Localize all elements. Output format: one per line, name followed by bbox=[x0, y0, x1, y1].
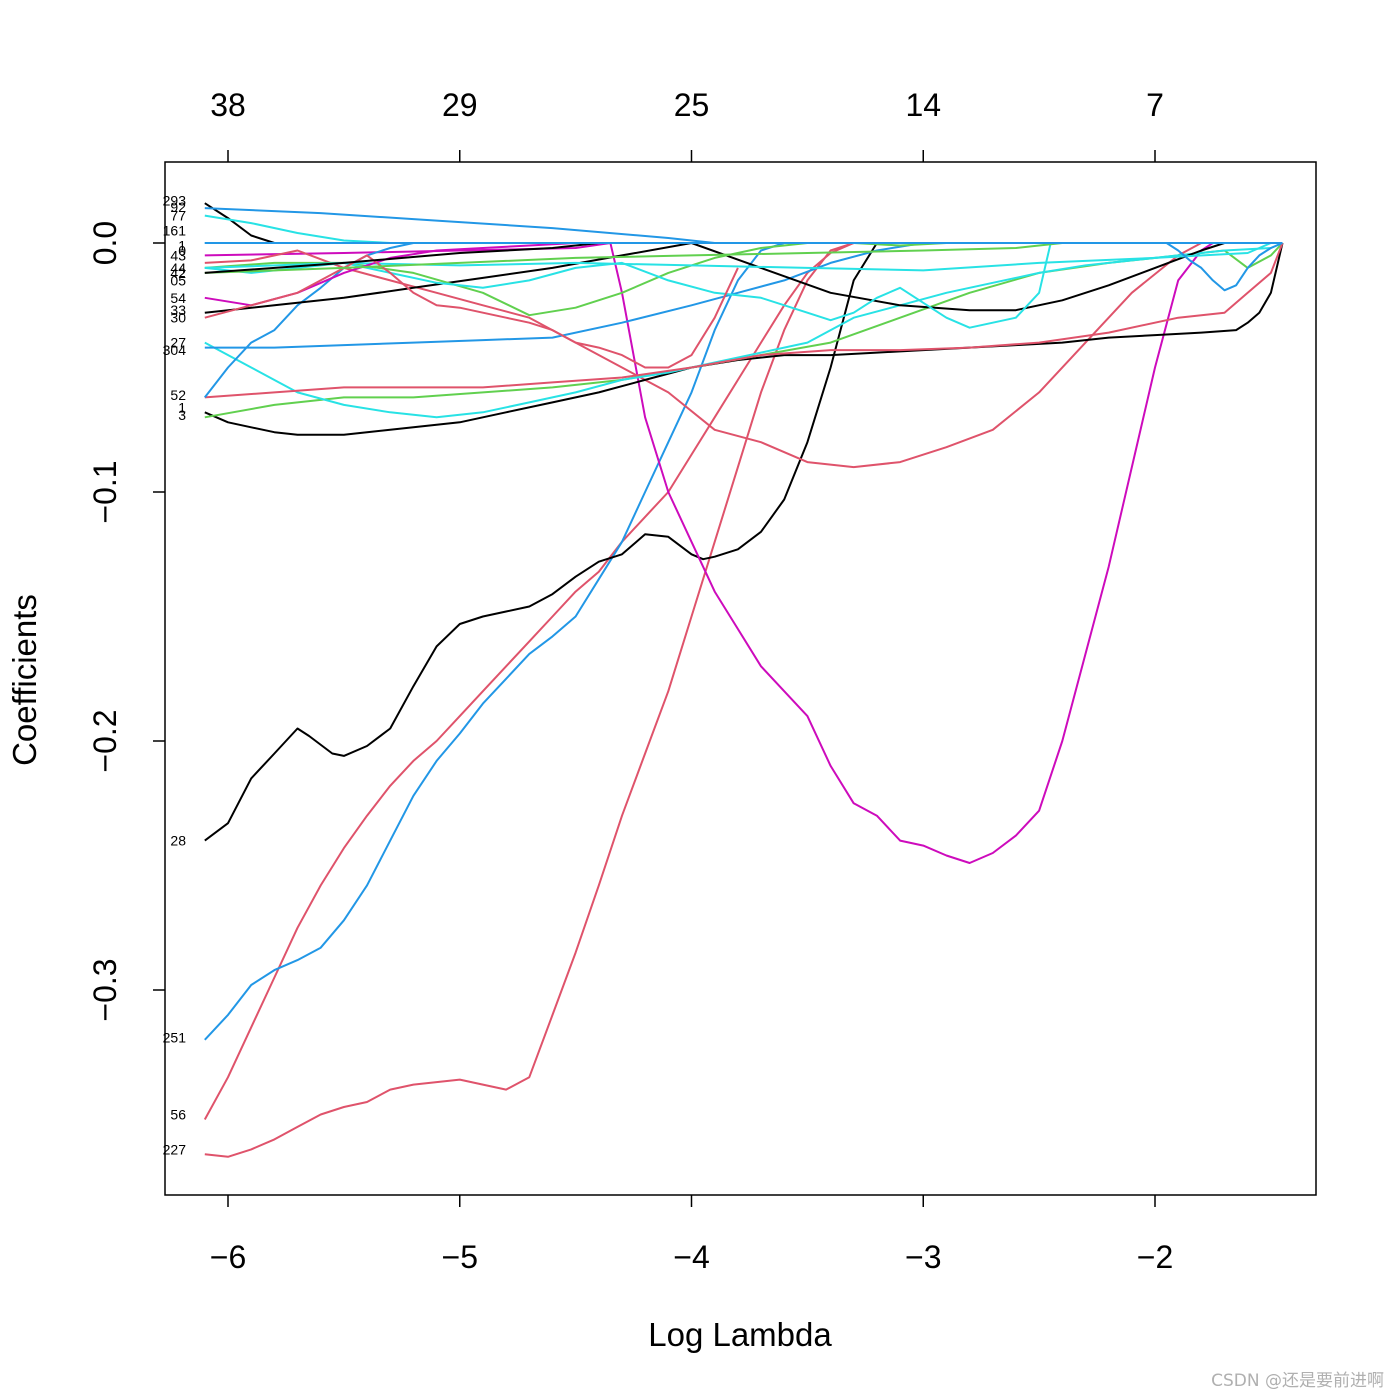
end-label: 33 bbox=[170, 302, 186, 318]
series-line-cyan-low bbox=[204, 242, 1283, 419]
series-line-black-bottom bbox=[204, 242, 1284, 436]
series-line-blue-rise bbox=[204, 242, 414, 399]
y-tick-label: −0.3 bbox=[87, 958, 123, 1021]
end-label: 05 bbox=[170, 272, 186, 288]
series-line-red-deep bbox=[204, 242, 1202, 469]
y-tick-label: 0.0 bbox=[87, 221, 123, 265]
series-line-green-flat bbox=[204, 242, 1063, 274]
end-label: 77 bbox=[170, 208, 186, 224]
x-tick-label: −5 bbox=[442, 1239, 478, 1275]
end-label: 52 bbox=[170, 387, 186, 403]
end-label: 0 bbox=[178, 243, 186, 259]
top-tick-label: 7 bbox=[1146, 87, 1164, 123]
end-label: 1 bbox=[178, 238, 186, 254]
series-line-blue-mid bbox=[204, 242, 924, 349]
x-tick-label: −6 bbox=[210, 1239, 246, 1275]
end-label: 293 bbox=[163, 193, 187, 209]
series-line-red-2 bbox=[204, 242, 1284, 399]
top-tick-label: 29 bbox=[442, 87, 478, 123]
y-tick-label: −0.1 bbox=[87, 460, 123, 523]
bottom-axis: −6 −5 −4 −3 −2 bbox=[210, 1195, 1173, 1275]
series-line-red-3 bbox=[204, 254, 739, 369]
end-label: 43 bbox=[170, 247, 186, 263]
series-line-251 bbox=[204, 242, 785, 1041]
end-label: 42 bbox=[170, 265, 186, 281]
end-label: 92 bbox=[170, 199, 186, 215]
left-axis: 0.0 −0.1 −0.2 −0.3 bbox=[87, 221, 165, 1022]
x-tick-label: −4 bbox=[673, 1239, 709, 1275]
end-label: 30 bbox=[170, 310, 186, 326]
end-label: 28 bbox=[170, 833, 186, 849]
top-axis: 38 29 25 14 7 bbox=[210, 87, 1164, 162]
end-label: 161 bbox=[163, 223, 187, 239]
end-label: 27 bbox=[170, 335, 186, 351]
series-line-black-upper bbox=[204, 242, 1248, 314]
series-layer bbox=[203, 202, 1284, 1158]
y-tick-label: −0.2 bbox=[87, 709, 123, 772]
plot-frame bbox=[164, 161, 1317, 1196]
end-label: 56 bbox=[170, 1107, 186, 1123]
top-tick-label: 38 bbox=[210, 87, 246, 123]
end-label: 1 bbox=[178, 399, 186, 415]
end-label: 3 bbox=[178, 407, 186, 423]
end-label: 251 bbox=[163, 1029, 187, 1045]
series-line-green-neg bbox=[204, 242, 993, 317]
end-label-layer: 2939277161104344420554333027304521328251… bbox=[163, 193, 187, 1158]
series-line-cyan-mid bbox=[204, 242, 1052, 329]
top-tick-label: 25 bbox=[674, 87, 710, 123]
x-tick-label: −2 bbox=[1137, 1239, 1173, 1275]
x-tick-label: −3 bbox=[905, 1239, 941, 1275]
series-line-227 bbox=[204, 242, 877, 1158]
end-label: 54 bbox=[170, 290, 186, 306]
x-axis-label: Log Lambda bbox=[648, 1316, 832, 1353]
series-line-magenta bbox=[204, 242, 1214, 864]
y-axis-label: Coefficients bbox=[6, 594, 43, 766]
end-label: 44 bbox=[170, 260, 186, 276]
end-label: 227 bbox=[163, 1141, 187, 1157]
top-tick-label: 14 bbox=[905, 87, 941, 123]
end-label: 304 bbox=[163, 342, 187, 358]
watermark-text: CSDN @还是要前进啊 bbox=[1211, 1371, 1384, 1391]
series-line-28 bbox=[204, 242, 878, 842]
series-line-56 bbox=[203, 242, 855, 1120]
series-line-black-zero bbox=[204, 242, 599, 274]
